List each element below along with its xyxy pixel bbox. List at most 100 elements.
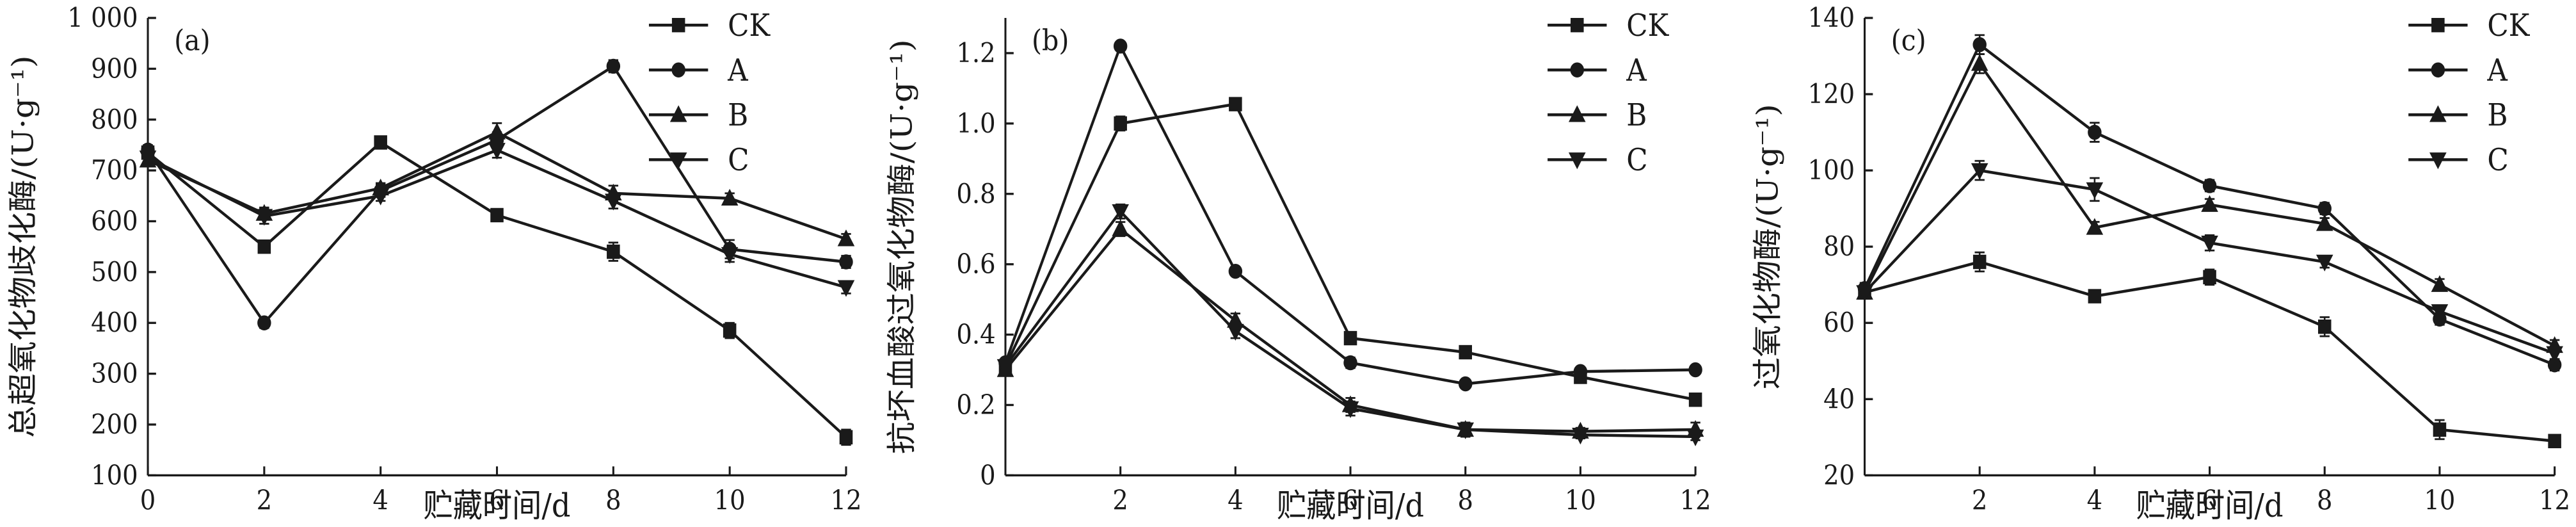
x-tick-label: 2	[1972, 485, 1987, 516]
legend-swatch-marker	[671, 62, 685, 77]
data-point	[1971, 54, 1988, 71]
data-point	[488, 122, 506, 140]
y-tick-label: 600	[91, 206, 138, 237]
data-point	[2548, 434, 2561, 448]
x-axis-title: 贮藏时间/d	[1277, 487, 1424, 524]
legend-swatch-marker	[1571, 18, 1584, 33]
x-tick-label: 4	[372, 485, 388, 516]
data-point	[1112, 204, 1129, 222]
data-point	[2201, 195, 2218, 212]
data-point	[1112, 219, 1129, 236]
data-point	[721, 247, 739, 264]
y-tick-label: 20	[1823, 460, 1855, 491]
series-c	[1856, 159, 2563, 363]
data-point	[1688, 362, 1702, 378]
data-point	[1686, 429, 1704, 446]
data-point	[1341, 401, 1359, 418]
legend-label: A	[2486, 53, 2508, 88]
data-point	[490, 207, 504, 223]
data-point	[723, 323, 737, 338]
x-tick-label: 4	[2087, 485, 2102, 516]
legend-swatch-marker	[2429, 105, 2447, 122]
x-tick-label: 6	[1343, 485, 1358, 516]
data-point	[996, 359, 1014, 376]
legend-label: B	[2487, 97, 2508, 133]
y-axis-title: 过氧化物酶/(U·g⁻¹)	[1750, 104, 1785, 389]
x-tick-label: 10	[714, 485, 746, 516]
chart-panel-c: 20 40 60 80 100 120 140 2 4 6 8 10 12 (c) 贮藏时间/d 过氧化物酶/…	[1750, 2, 2570, 524]
data-point	[255, 209, 273, 226]
legend-label: C	[728, 142, 749, 177]
data-point	[1228, 263, 1243, 279]
data-point	[1972, 254, 1987, 270]
y-tick-label: 0.4	[956, 319, 995, 350]
y-tick-label: 100	[91, 460, 138, 491]
legend-swatch-marker	[669, 105, 687, 122]
data-point	[2088, 289, 2102, 304]
data-point	[257, 315, 271, 330]
y-tick-label: 400	[91, 307, 138, 339]
x-tick-label: 2	[1112, 485, 1128, 516]
legend-label: A	[727, 53, 748, 88]
legend-swatch-marker	[2429, 152, 2447, 170]
legend: CK ABC	[1548, 8, 1669, 178]
y-tick-label: 800	[91, 104, 138, 135]
legend-label: CK	[1626, 8, 1669, 43]
data-point	[1227, 323, 1244, 341]
data-point	[2201, 236, 2218, 253]
y-tick-label: 1.0	[956, 108, 995, 139]
y-tick-label: 900	[91, 53, 138, 85]
y-tick-label: 120	[1808, 78, 1855, 109]
x-tick-label: 2	[257, 485, 272, 516]
legend-label: C	[1626, 142, 1647, 177]
data-point	[839, 254, 853, 270]
data-point	[837, 229, 855, 247]
x-axis-title: 贮藏时间/d	[2136, 487, 2284, 524]
data-point	[1459, 376, 1473, 392]
data-point	[2316, 214, 2333, 231]
y-tick-label: 0.6	[956, 248, 995, 280]
x-tick-label: 10	[1565, 485, 1596, 516]
x-tick-label: 10	[2424, 485, 2455, 516]
data-point	[1971, 163, 1988, 181]
legend-label: B	[1626, 97, 1647, 133]
legend-swatch-marker	[669, 152, 687, 170]
y-tick-label: 700	[91, 155, 138, 186]
x-tick-label: 12	[1680, 485, 1711, 516]
legend: CK ABC	[648, 8, 771, 178]
data-point	[2431, 304, 2449, 321]
y-tick-label: 0.8	[956, 178, 995, 209]
y-tick-label: 40	[1823, 384, 1855, 415]
data-point	[837, 280, 855, 297]
panel-tag: (a)	[174, 24, 211, 58]
data-point	[607, 244, 620, 259]
legend-swatch-marker	[2431, 18, 2445, 33]
legend-label: CK	[2487, 8, 2530, 43]
data-point	[1572, 427, 1589, 445]
panel-tag: (c)	[1891, 24, 1926, 58]
data-point	[1343, 355, 1357, 371]
legend-swatch-marker	[1568, 105, 1586, 122]
data-point	[1856, 285, 1873, 302]
data-point	[2086, 218, 2104, 235]
legend-swatch-marker	[671, 18, 685, 33]
data-point	[2202, 178, 2217, 193]
data-point	[1343, 330, 1357, 346]
data-point	[257, 239, 271, 254]
legend-swatch-marker	[1570, 62, 1585, 77]
x-tick-label: 8	[2317, 485, 2332, 516]
data-point	[2546, 346, 2563, 363]
data-point	[139, 150, 157, 168]
data-point	[2431, 275, 2449, 292]
panel-tag: (b)	[1032, 24, 1069, 58]
data-point	[374, 135, 387, 150]
x-tick-label: 6	[2202, 485, 2217, 516]
y-axis-title: 总超氧化物歧化酶/(U·g⁻¹)	[6, 56, 40, 438]
y-tick-label: 200	[91, 409, 138, 440]
y-tick-label: 140	[1808, 2, 1855, 33]
data-point	[1573, 364, 1588, 379]
data-point	[1459, 345, 1473, 360]
